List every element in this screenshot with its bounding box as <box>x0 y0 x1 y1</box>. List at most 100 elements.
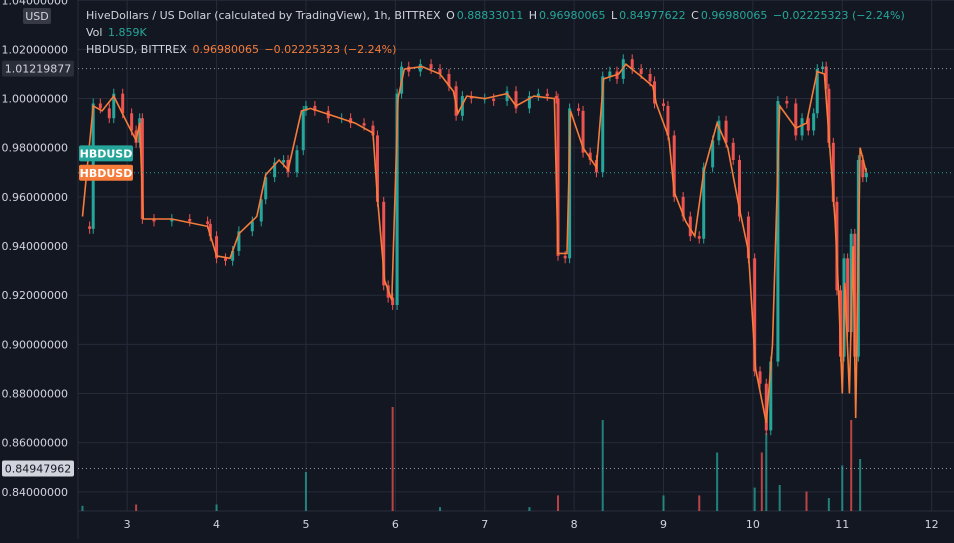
candle-body <box>776 101 780 362</box>
legend-compare-row: HBDUSD, BITTREX 0.96980065 −0.02225323 (… <box>86 43 398 56</box>
candle-body <box>492 98 496 102</box>
candle-body <box>301 110 305 151</box>
x-tick-label: 9 <box>660 518 667 531</box>
candle-body <box>382 201 386 286</box>
legend-volume-value: 1.859K <box>107 26 147 39</box>
candle-body <box>121 93 125 114</box>
x-tick-label: 10 <box>746 518 760 531</box>
x-tick-label: 7 <box>481 518 488 531</box>
candle-body <box>282 160 286 163</box>
candle-body <box>639 69 643 74</box>
price-tag-compare <box>79 164 133 181</box>
candle-body <box>556 98 560 256</box>
candle-body <box>536 93 540 97</box>
candle-body <box>250 221 254 232</box>
volume-bar <box>778 485 781 511</box>
candle-body <box>853 233 857 357</box>
legend-open-value: 0.88833011 <box>456 9 524 22</box>
candle-body <box>259 199 263 222</box>
y-tick-label: 0.84000000 <box>2 486 68 499</box>
x-tick-label: 4 <box>213 518 220 531</box>
y-tick-label: 0.94000000 <box>2 240 68 253</box>
candle-body <box>717 120 721 141</box>
candle-body <box>666 105 670 136</box>
candle-body <box>295 150 299 173</box>
candle-body <box>581 110 585 153</box>
candle-body <box>215 236 219 259</box>
volume-bar <box>827 498 830 511</box>
candle-body <box>273 162 277 178</box>
candle-body <box>206 221 210 224</box>
candle-body <box>806 118 810 131</box>
candle-body <box>697 236 701 239</box>
legend-close-value: 0.96980065 <box>700 9 768 22</box>
candle-body <box>418 64 422 72</box>
volume-bar <box>601 420 604 511</box>
x-tick-label: 5 <box>302 518 309 531</box>
candle-body <box>429 64 433 70</box>
candle-body <box>648 73 652 82</box>
candle-body <box>505 91 509 102</box>
legend-high-value: 0.96980065 <box>539 9 606 22</box>
candle-body <box>861 160 865 178</box>
legend-compare-title: HBDUSD, BITTREX <box>86 43 187 56</box>
candle-body <box>563 255 567 259</box>
candle-body <box>711 140 715 168</box>
candle-body <box>827 88 831 143</box>
y-tick-label: 0.86000000 <box>2 437 68 450</box>
legend-compare-change: −0.02225323 (−2.24%) <box>264 43 397 56</box>
candle-body <box>395 93 399 306</box>
volume-bar <box>439 507 442 511</box>
currency-badge[interactable] <box>23 8 51 24</box>
candle-body <box>286 160 290 173</box>
y-tick-label: 0.90000000 <box>2 338 68 351</box>
candle-body <box>447 73 451 87</box>
price-tag-main <box>79 145 133 162</box>
candle-body <box>371 125 375 136</box>
volume-bar <box>805 491 808 511</box>
price-tag-label-compare: HBDUSD <box>80 167 133 180</box>
y-tick-label: 0.88000000 <box>2 388 68 401</box>
legend-low-label: L <box>611 9 618 22</box>
candle-body <box>577 108 581 111</box>
candle-body <box>753 258 757 372</box>
candle-body <box>112 93 116 119</box>
candle-body <box>731 142 735 161</box>
marker-label-low: 0.84947962 <box>5 463 71 476</box>
candle-body <box>812 113 816 131</box>
legend-compare-value: 0.96980065 <box>192 43 259 56</box>
candle-body <box>758 371 762 384</box>
candle-body <box>375 135 379 202</box>
candle-body <box>702 167 706 239</box>
candle-body <box>231 250 235 261</box>
volume-bar <box>765 433 768 511</box>
candle-body <box>821 66 825 70</box>
currency-badge-label: USD <box>25 10 49 23</box>
volume-bar <box>528 507 531 511</box>
candle-body <box>815 69 819 114</box>
candle-body <box>152 219 156 222</box>
volume-bar <box>304 472 307 511</box>
candle-body <box>724 120 728 143</box>
legend-symbol-title: HiveDollars / US Dollar (calculated by T… <box>86 9 441 22</box>
candle-body <box>672 135 676 197</box>
legend-high-label: H <box>528 9 538 22</box>
candle-body <box>864 172 868 178</box>
candle-body <box>170 219 174 222</box>
marker-badge-high <box>2 60 74 77</box>
volume-bar <box>662 495 665 511</box>
candle-body <box>785 101 789 104</box>
legend-close-label: C <box>691 9 699 22</box>
candle-body <box>661 103 665 106</box>
candle-body <box>737 160 741 217</box>
candle-body <box>764 383 768 431</box>
candle-body <box>588 152 592 161</box>
candle-body <box>568 108 572 259</box>
candle-body <box>313 105 317 111</box>
candle-body <box>746 216 750 259</box>
legend-volume-row: Vol 1.859K <box>86 26 149 39</box>
candle-body <box>438 69 442 74</box>
